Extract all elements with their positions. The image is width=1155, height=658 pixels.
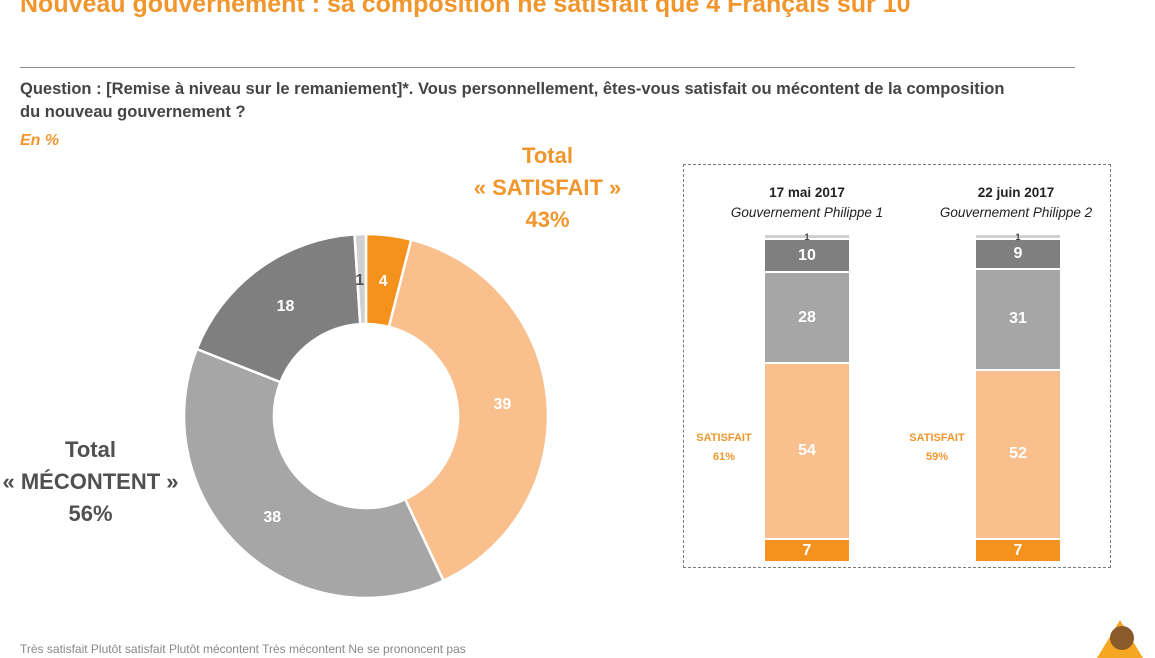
donut-slice-nsp bbox=[353, 232, 368, 326]
satisfait-value-2: 59% bbox=[925, 451, 949, 463]
bar-2-segment-nsp: 1 bbox=[976, 232, 1060, 242]
brand-logo bbox=[1097, 620, 1143, 658]
bar-2-segment-tres-satisfait: 7 bbox=[976, 538, 1060, 561]
total-satisfait-line1: Total bbox=[522, 143, 573, 168]
bar-1-segment-nsp: 1 bbox=[765, 232, 849, 242]
column-subtitle-1: Gouvernement Philippe 1 bbox=[730, 205, 884, 220]
donut-slice-plutot-mecontent bbox=[182, 347, 446, 600]
total-satisfait-callout: Total « SATISFAIT » 43% bbox=[455, 140, 640, 236]
bar-1-segment-plutot-mecontent: 28 bbox=[765, 270, 849, 363]
column-subtitle-2: Gouvernement Philippe 2 bbox=[939, 205, 1093, 220]
logo-circle-shape bbox=[1110, 626, 1134, 650]
survey-question: Question : [Remise à niveau sur le reman… bbox=[20, 80, 1005, 121]
column-date-1: 17 mai 2017 bbox=[769, 185, 845, 200]
stacked-bar-2: 7 52 31 9 1 bbox=[976, 232, 1060, 561]
column-date-2: 22 juin 2017 bbox=[977, 185, 1055, 200]
donut-label-tres-mecontent: 18 bbox=[277, 298, 295, 315]
total-mecontent-line2: « MÉCONTENT » bbox=[2, 469, 179, 494]
total-satisfait-value: 43% bbox=[525, 207, 570, 232]
page-title: Nouveau gouvernement : sa composition ne… bbox=[20, 0, 911, 18]
bar-1-segment-plutot-satisfait: 54 bbox=[765, 362, 849, 539]
bar-1-segment-tres-mecontent: 10 bbox=[765, 238, 849, 271]
column-header-1: 17 mai 2017 Gouvernement Philippe 1 bbox=[702, 183, 912, 223]
satisfait-value-1: 61% bbox=[712, 451, 736, 463]
donut-label-nsp: 1 bbox=[355, 272, 364, 289]
donut-label-tres-satisfait: 4 bbox=[379, 273, 388, 290]
donut-label-plutot-satisfait: 39 bbox=[493, 396, 511, 413]
bar-2-segment-plutot-mecontent: 31 bbox=[976, 267, 1060, 369]
total-mecontent-value: 56% bbox=[68, 501, 113, 526]
legend-partial: Très satisfait Plutôt satisfait Plutôt m… bbox=[20, 642, 466, 656]
stacked-bar-1: 7 54 28 10 1 bbox=[765, 232, 849, 561]
donut-chart: 4 39 38 18 1 bbox=[182, 232, 550, 600]
total-mecontent-line1: Total bbox=[65, 437, 116, 462]
total-satisfait-line2: « SATISFAIT » bbox=[473, 175, 622, 200]
comparison-panel: 17 mai 2017 Gouvernement Philippe 1 22 j… bbox=[683, 164, 1111, 568]
satisfait-label-1: SATISFAIT bbox=[696, 432, 752, 444]
bar-2-segment-tres-mecontent: 9 bbox=[976, 238, 1060, 268]
satisfait-label-2: SATISFAIT bbox=[909, 432, 965, 444]
title-divider bbox=[20, 67, 1075, 68]
total-mecontent-callout: Total « MÉCONTENT » 56% bbox=[0, 434, 183, 530]
donut-label-plutot-mecontent: 38 bbox=[263, 509, 281, 526]
bar-2-segment-plutot-satisfait: 52 bbox=[976, 368, 1060, 539]
satisfait-total-2: SATISFAIT 59% bbox=[897, 429, 977, 467]
satisfait-total-1: SATISFAIT 61% bbox=[684, 429, 764, 467]
bar-1-segment-tres-satisfait: 7 bbox=[765, 538, 849, 561]
unit-label: En % bbox=[20, 132, 60, 149]
column-header-2: 22 juin 2017 Gouvernement Philippe 2 bbox=[911, 183, 1121, 223]
donut-slice-tres-mecontent bbox=[195, 233, 362, 384]
donut-slice-plutot-satisfait bbox=[387, 238, 550, 583]
